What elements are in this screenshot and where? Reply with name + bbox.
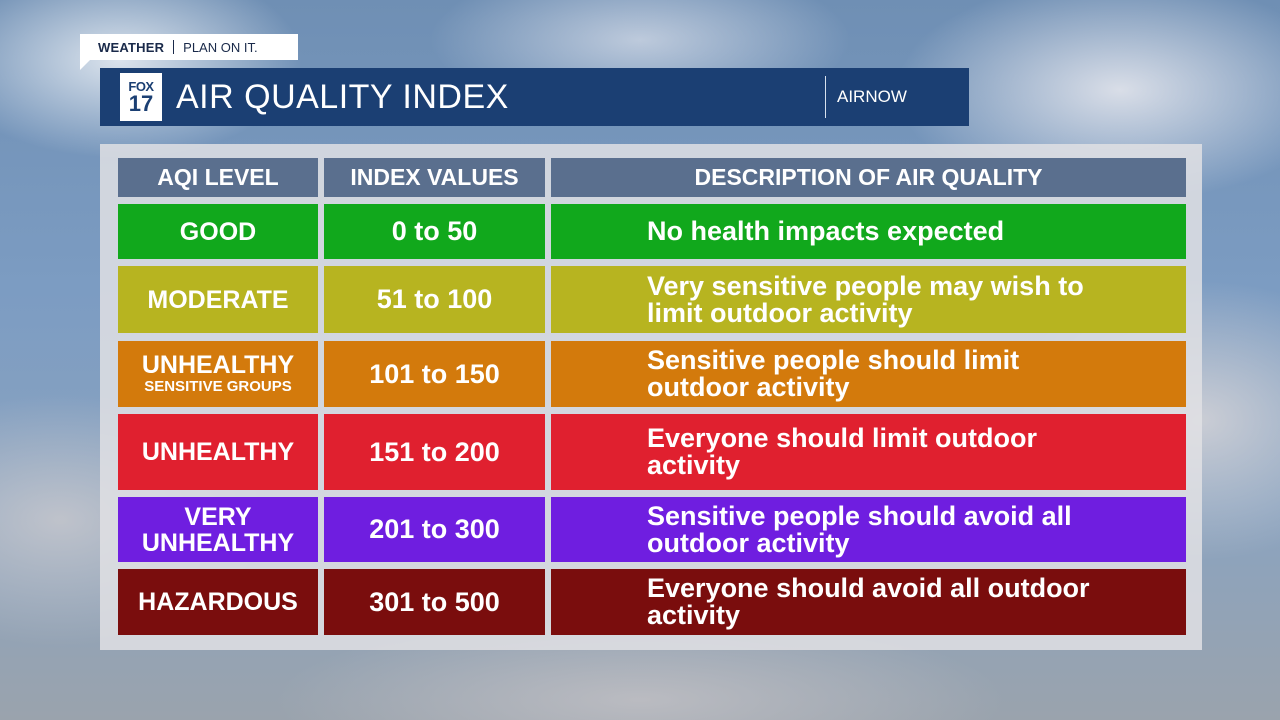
aqi-level-cell: UNHEALTHY [118, 414, 318, 490]
aqi-level-cell: MODERATE [118, 266, 318, 333]
aqi-level: UNHEALTHY [141, 438, 295, 466]
badge-brand: WEATHER [98, 39, 165, 55]
aqi-level-sub: SENSITIVE GROUPS [144, 378, 292, 395]
index-range: 201 to 300 [369, 514, 500, 544]
index-range: 151 to 200 [369, 436, 500, 467]
source-divider [825, 76, 826, 118]
aqi-level-cell: UNHEALTHY SENSITIVE GROUPS [118, 341, 318, 407]
air-quality-description: Very sensitive people may wish to limit … [647, 270, 1084, 328]
index-range-cell: 151 to 200 [324, 414, 545, 490]
index-range-cell: 51 to 100 [324, 266, 545, 333]
air-quality-description: Everyone should avoid all outdoor activi… [647, 573, 1090, 630]
index-range: 0 to 50 [391, 216, 478, 246]
logo-bottom: 17 [128, 90, 154, 116]
air-quality-description: No health impacts expected [647, 216, 1005, 246]
index-range-cell: 301 to 500 [324, 569, 545, 635]
index-range-cell: 101 to 150 [324, 341, 545, 407]
aqi-level: GOOD [179, 217, 257, 246]
station-logo: FOX 17 [120, 73, 162, 121]
description-cell: Very sensitive people may wish to limit … [551, 266, 1186, 333]
description-cell: Sensitive people should avoid all outdoo… [551, 497, 1186, 562]
col-header-level: AQI LEVEL [118, 158, 318, 197]
title-bar: FOX 17 AIR QUALITY INDEX AIRNOW [100, 68, 969, 126]
air-quality-description: Sensitive people should limit outdoor ac… [647, 345, 1020, 402]
index-range: 101 to 150 [369, 358, 500, 389]
page-title: AIR QUALITY INDEX [176, 77, 509, 116]
aqi-level: MODERATE [147, 285, 289, 314]
index-range-cell: 201 to 300 [324, 497, 545, 562]
col-header-values: INDEX VALUES [324, 158, 545, 197]
description-cell: Everyone should avoid all outdoor activi… [551, 569, 1186, 635]
air-quality-description: Sensitive people should avoid all outdoo… [647, 500, 1072, 558]
badge-divider [173, 40, 175, 54]
badge-tail [80, 60, 90, 70]
weather-badge: WEATHER PLAN ON IT. [80, 34, 298, 60]
aqi-level: HAZARDOUS [138, 588, 298, 616]
description-cell: No health impacts expected [551, 204, 1186, 259]
air-quality-description: Everyone should limit outdoor activity [647, 423, 1038, 480]
source-label: AIRNOW [837, 87, 907, 106]
description-cell: Sensitive people should limit outdoor ac… [551, 341, 1186, 407]
description-cell: Everyone should limit outdoor activity [551, 414, 1186, 490]
col-header-description: DESCRIPTION OF AIR QUALITY [551, 158, 1186, 197]
aqi-level-cell: GOOD [118, 204, 318, 259]
aqi-level-cell: VERY UNHEALTHY [118, 497, 318, 562]
aqi-level-cell: HAZARDOUS [118, 569, 318, 635]
aqi-level: VERY UNHEALTHY [141, 502, 295, 557]
index-range-cell: 0 to 50 [324, 204, 545, 259]
badge-tagline: PLAN ON IT. [183, 39, 258, 55]
aqi-level: UNHEALTHY [141, 351, 295, 379]
index-range: 301 to 500 [369, 586, 500, 617]
index-range: 51 to 100 [376, 284, 493, 314]
logo-top: FOX [128, 78, 154, 94]
